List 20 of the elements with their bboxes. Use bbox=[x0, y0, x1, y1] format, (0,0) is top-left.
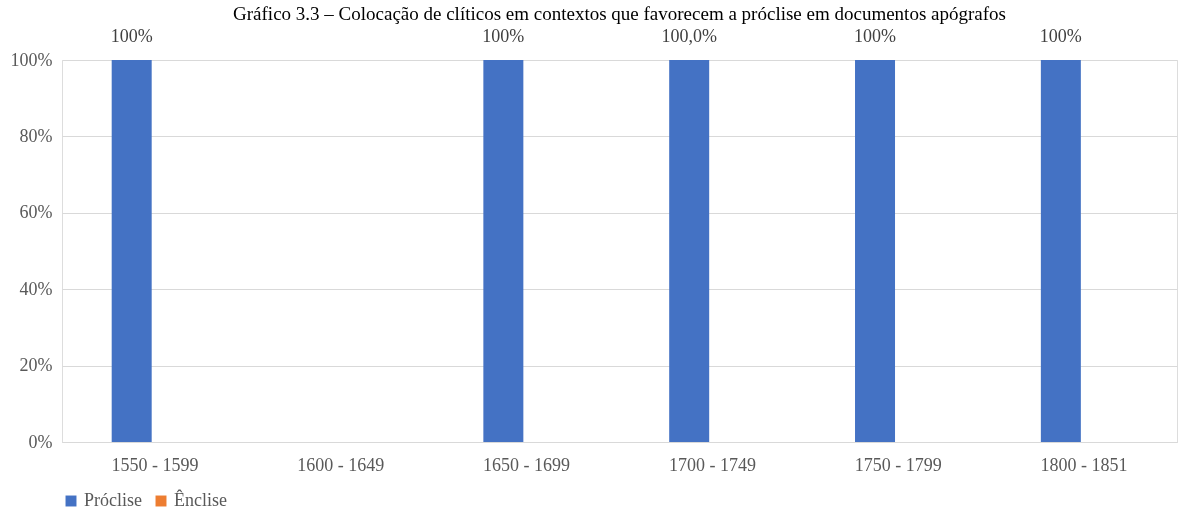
y-tick-label: 0% bbox=[28, 431, 53, 452]
legend-label: Próclise bbox=[84, 490, 142, 510]
y-tick-label: 100% bbox=[10, 49, 53, 70]
data-label: 100% bbox=[482, 26, 525, 46]
x-tick-label: 1700 - 1749 bbox=[668, 454, 756, 475]
x-tick-label: 1550 - 1599 bbox=[111, 454, 199, 475]
y-tick-label: 80% bbox=[19, 125, 53, 146]
data-label: 100% bbox=[110, 26, 153, 46]
y-tick-label: 40% bbox=[19, 278, 53, 299]
x-tick-label: 1750 - 1799 bbox=[854, 454, 942, 475]
data-label: 100% bbox=[1039, 26, 1082, 46]
legend-label: Ênclise bbox=[174, 489, 227, 510]
y-tick-label: 20% bbox=[19, 355, 53, 376]
y-tick-label: 60% bbox=[19, 202, 53, 223]
x-tick-label: 1650 - 1699 bbox=[483, 454, 571, 475]
chart-title: Gráfico 3.3 – Colocação de clíticos em contextos que favorecem a próclise em documentos apógrafos bbox=[233, 3, 1006, 24]
x-tick-label: 1600 - 1649 bbox=[297, 454, 385, 475]
data-label: 100% bbox=[854, 26, 897, 46]
x-tick-label: 1800 - 1851 bbox=[1040, 454, 1128, 475]
data-label: 100,0% bbox=[661, 26, 717, 46]
